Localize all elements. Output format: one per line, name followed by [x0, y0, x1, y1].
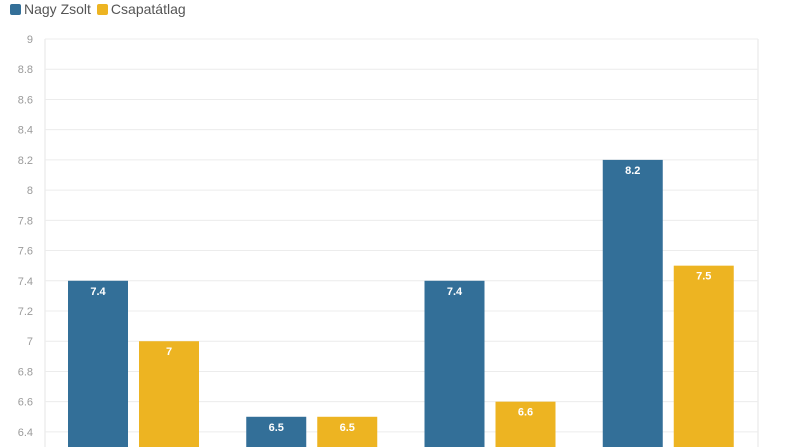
- bar[interactable]: [424, 280, 485, 447]
- y-tick-label: 7: [27, 336, 33, 348]
- bar-value-label: 6.6: [518, 407, 533, 419]
- bar[interactable]: [673, 265, 734, 447]
- y-tick-label: 8.8: [18, 64, 33, 76]
- bar[interactable]: [68, 280, 128, 447]
- bar-value-label: 7.4: [447, 286, 463, 298]
- y-tick-label: 7.6: [18, 246, 33, 258]
- legend-swatch-csapatatlag: [96, 3, 108, 15]
- legend-label-nagy-zsolt: Nagy Zsolt: [24, 1, 91, 17]
- bars: 7.4 6.5 7.4 8.2 7 6.5 6.6 7.5: [68, 159, 734, 447]
- y-tick-label: 8: [27, 185, 33, 197]
- y-tick-label: 7.4: [18, 276, 33, 288]
- y-tick-label: 8.6: [18, 94, 33, 106]
- bar-value-label: 7.4: [90, 286, 106, 298]
- bar[interactable]: [495, 401, 556, 447]
- bar-value-label: 8.2: [625, 165, 640, 177]
- legend-item-csapatatlag[interactable]: Csapatátlag: [96, 1, 186, 17]
- bar[interactable]: [139, 341, 199, 447]
- y-tick-label: 6.8: [18, 366, 33, 378]
- y-tick-label: 9: [27, 34, 33, 46]
- y-tick-label: 7.8: [18, 215, 33, 227]
- legend: Nagy Zsolt Csapatátlag: [10, 0, 188, 18]
- bar[interactable]: [602, 159, 663, 447]
- bar[interactable]: [317, 416, 378, 447]
- bar[interactable]: [246, 416, 307, 447]
- y-tick-label: 7.2: [18, 306, 33, 318]
- legend-item-nagy-zsolt[interactable]: Nagy Zsolt: [10, 1, 91, 17]
- y-tick-label: 6.6: [18, 397, 33, 409]
- y-tick-label: 8.4: [18, 125, 33, 137]
- y-tick-label: 6.4: [18, 427, 33, 439]
- y-axis: 6.4 6.6 6.8 7 7.2 7.4 7.6 7.8 8 8.2 8.4 8.6 8.8 9: [18, 34, 33, 439]
- y-tick-label: 8.2: [18, 155, 33, 167]
- bar-value-label: 7.5: [696, 271, 711, 283]
- legend-swatch-nagy-zsolt: [10, 3, 21, 15]
- bar-value-label: 6.5: [340, 422, 355, 434]
- bar-value-label: 6.5: [269, 422, 284, 434]
- legend-label-csapatatlag: Csapatátlag: [110, 1, 186, 17]
- bar-value-label: 7: [166, 346, 172, 358]
